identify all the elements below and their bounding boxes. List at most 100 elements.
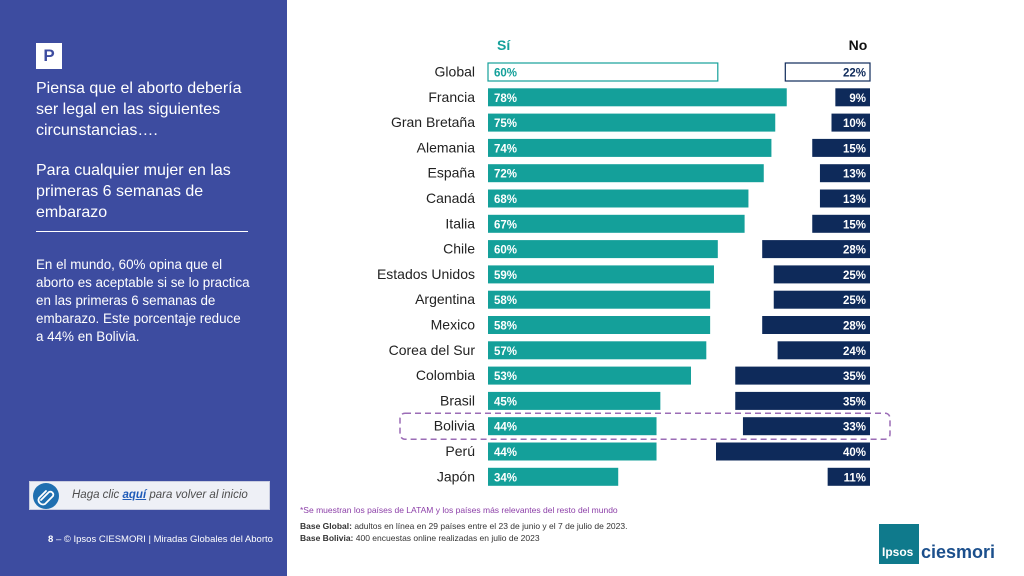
legend-no: No [849,37,868,53]
bar-no [831,113,870,132]
chart-note: *Se muestran los países de LATAM y los p… [300,505,618,515]
back-link-prefix: Haga clic [72,489,123,501]
data-label-no: 13% [843,194,866,206]
sidebar-panel: P Piensa que el aborto debería ser legal… [0,0,287,576]
base-bolivia: Base Bolivia: 400 encuestas online reali… [300,533,540,543]
category-label: Japón [437,468,475,484]
category-label: Perú [445,443,475,459]
bar-no [773,265,870,284]
data-label-si: 57% [494,346,517,358]
back-link-suffix: para volver al inicio [146,489,248,501]
bolivia-highlight-box [399,412,891,440]
data-label-si: 68% [494,194,517,206]
data-label-si: 53% [494,371,517,383]
data-label-si: 58% [494,321,517,333]
subquestion-text: Para cualquier mujer en las primeras 6 s… [36,162,231,221]
data-label-no: 9% [849,93,866,105]
back-to-start-button[interactable]: Haga clic aquí para volver al inicio [29,481,270,510]
insight-text: En el mundo, 60% opina que el aborto es … [36,257,250,344]
ipsos-ciesmori-logo: Ipsos ciesmori [879,524,1012,566]
data-label-si: 44% [494,447,517,459]
category-label: Francia [428,89,475,105]
bar-si [488,417,657,436]
data-label-no: 35% [843,371,866,383]
bar-si [488,391,661,410]
footer-text: © Ipsos CIESMORI | Miradas Globales del … [63,534,273,545]
bar-si [488,138,772,157]
question-badge: P [36,43,62,69]
data-label-si: 78% [494,93,517,105]
category-label: Bolivia [434,418,475,434]
bar-no [742,417,870,436]
bar-si [488,189,749,208]
bar-no [762,316,870,334]
data-label-no: 28% [843,321,866,333]
data-label-si: 74% [494,143,517,155]
footer-separator: – [55,534,62,545]
question-text: Piensa que el aborto debería ser legal e… [36,80,242,139]
data-label-si: 45% [494,396,517,408]
category-label: Global [435,64,475,80]
bar-no [777,341,870,360]
bar-no [819,164,870,183]
data-label-no: 24% [843,346,866,358]
category-label: Brasil [440,392,475,408]
category-label: Italia [445,215,475,231]
data-label-no: 28% [843,245,866,257]
base-global-text: adultos en línea en 29 países entre el 2… [351,521,628,531]
data-label-si: 60% [494,245,517,257]
category-label: Corea del Sur [389,342,476,358]
legend-si: Sí [497,37,511,53]
bar-si [488,88,787,107]
data-label-si: 75% [494,118,517,130]
back-link-anchor[interactable]: aquí [122,489,147,501]
category-label: España [428,165,476,181]
data-label-no: 10% [843,118,866,130]
ipsos-logo-box: Ipsos [879,524,919,564]
bar-si [488,164,764,183]
bar-si [488,113,776,132]
bar-si [488,341,707,360]
data-label-si: 34% [494,472,517,484]
data-label-si: 67% [494,219,517,231]
ipsos-logo-text: Ipsos [882,545,914,559]
bar-chart: Sí No Global 60% 22% Francia 78% 9% Gran Bretaña… [377,37,891,486]
base-global-label: Base Global: [300,521,352,531]
bar-si [488,366,691,385]
data-label-no: 15% [843,143,866,155]
data-label-no: 33% [843,422,866,434]
bar-no [784,62,871,82]
category-label: Gran Bretaña [391,114,475,130]
category-label: Canadá [426,190,475,206]
category-label: Estados Unidos [377,266,475,282]
bar-no [819,189,870,208]
bar-si [488,316,711,334]
data-label-no: 40% [843,447,866,459]
bar-si [488,442,657,461]
category-label: Chile [443,241,475,257]
data-label-si: 44% [494,422,517,434]
bar-no [827,467,870,486]
bar-no [735,366,870,385]
data-label-no: 35% [843,396,866,408]
back-link-text: Haga clic aquí para volver al inicio [72,489,248,501]
base-bolivia-label: Base Bolivia: [300,533,354,543]
bar-si [488,290,711,309]
bar-si [488,467,619,486]
bar-no [812,214,870,233]
ciesmori-logo-text: ciesmori [921,542,996,562]
sidebar-divider [36,231,248,232]
bar-no [735,391,870,410]
bar-no [835,88,870,107]
page-number: 8 [48,534,54,545]
bar-no [716,442,870,461]
bar-si [488,265,714,284]
category-label: Mexico [431,317,476,333]
data-label-no: 25% [843,270,866,282]
data-label-no: 13% [843,169,866,181]
data-label-no: 22% [843,68,866,80]
data-label-no: 25% [843,295,866,307]
data-label-no: 15% [843,219,866,231]
data-label-si: 59% [494,270,517,282]
data-label-si: 58% [494,295,517,307]
